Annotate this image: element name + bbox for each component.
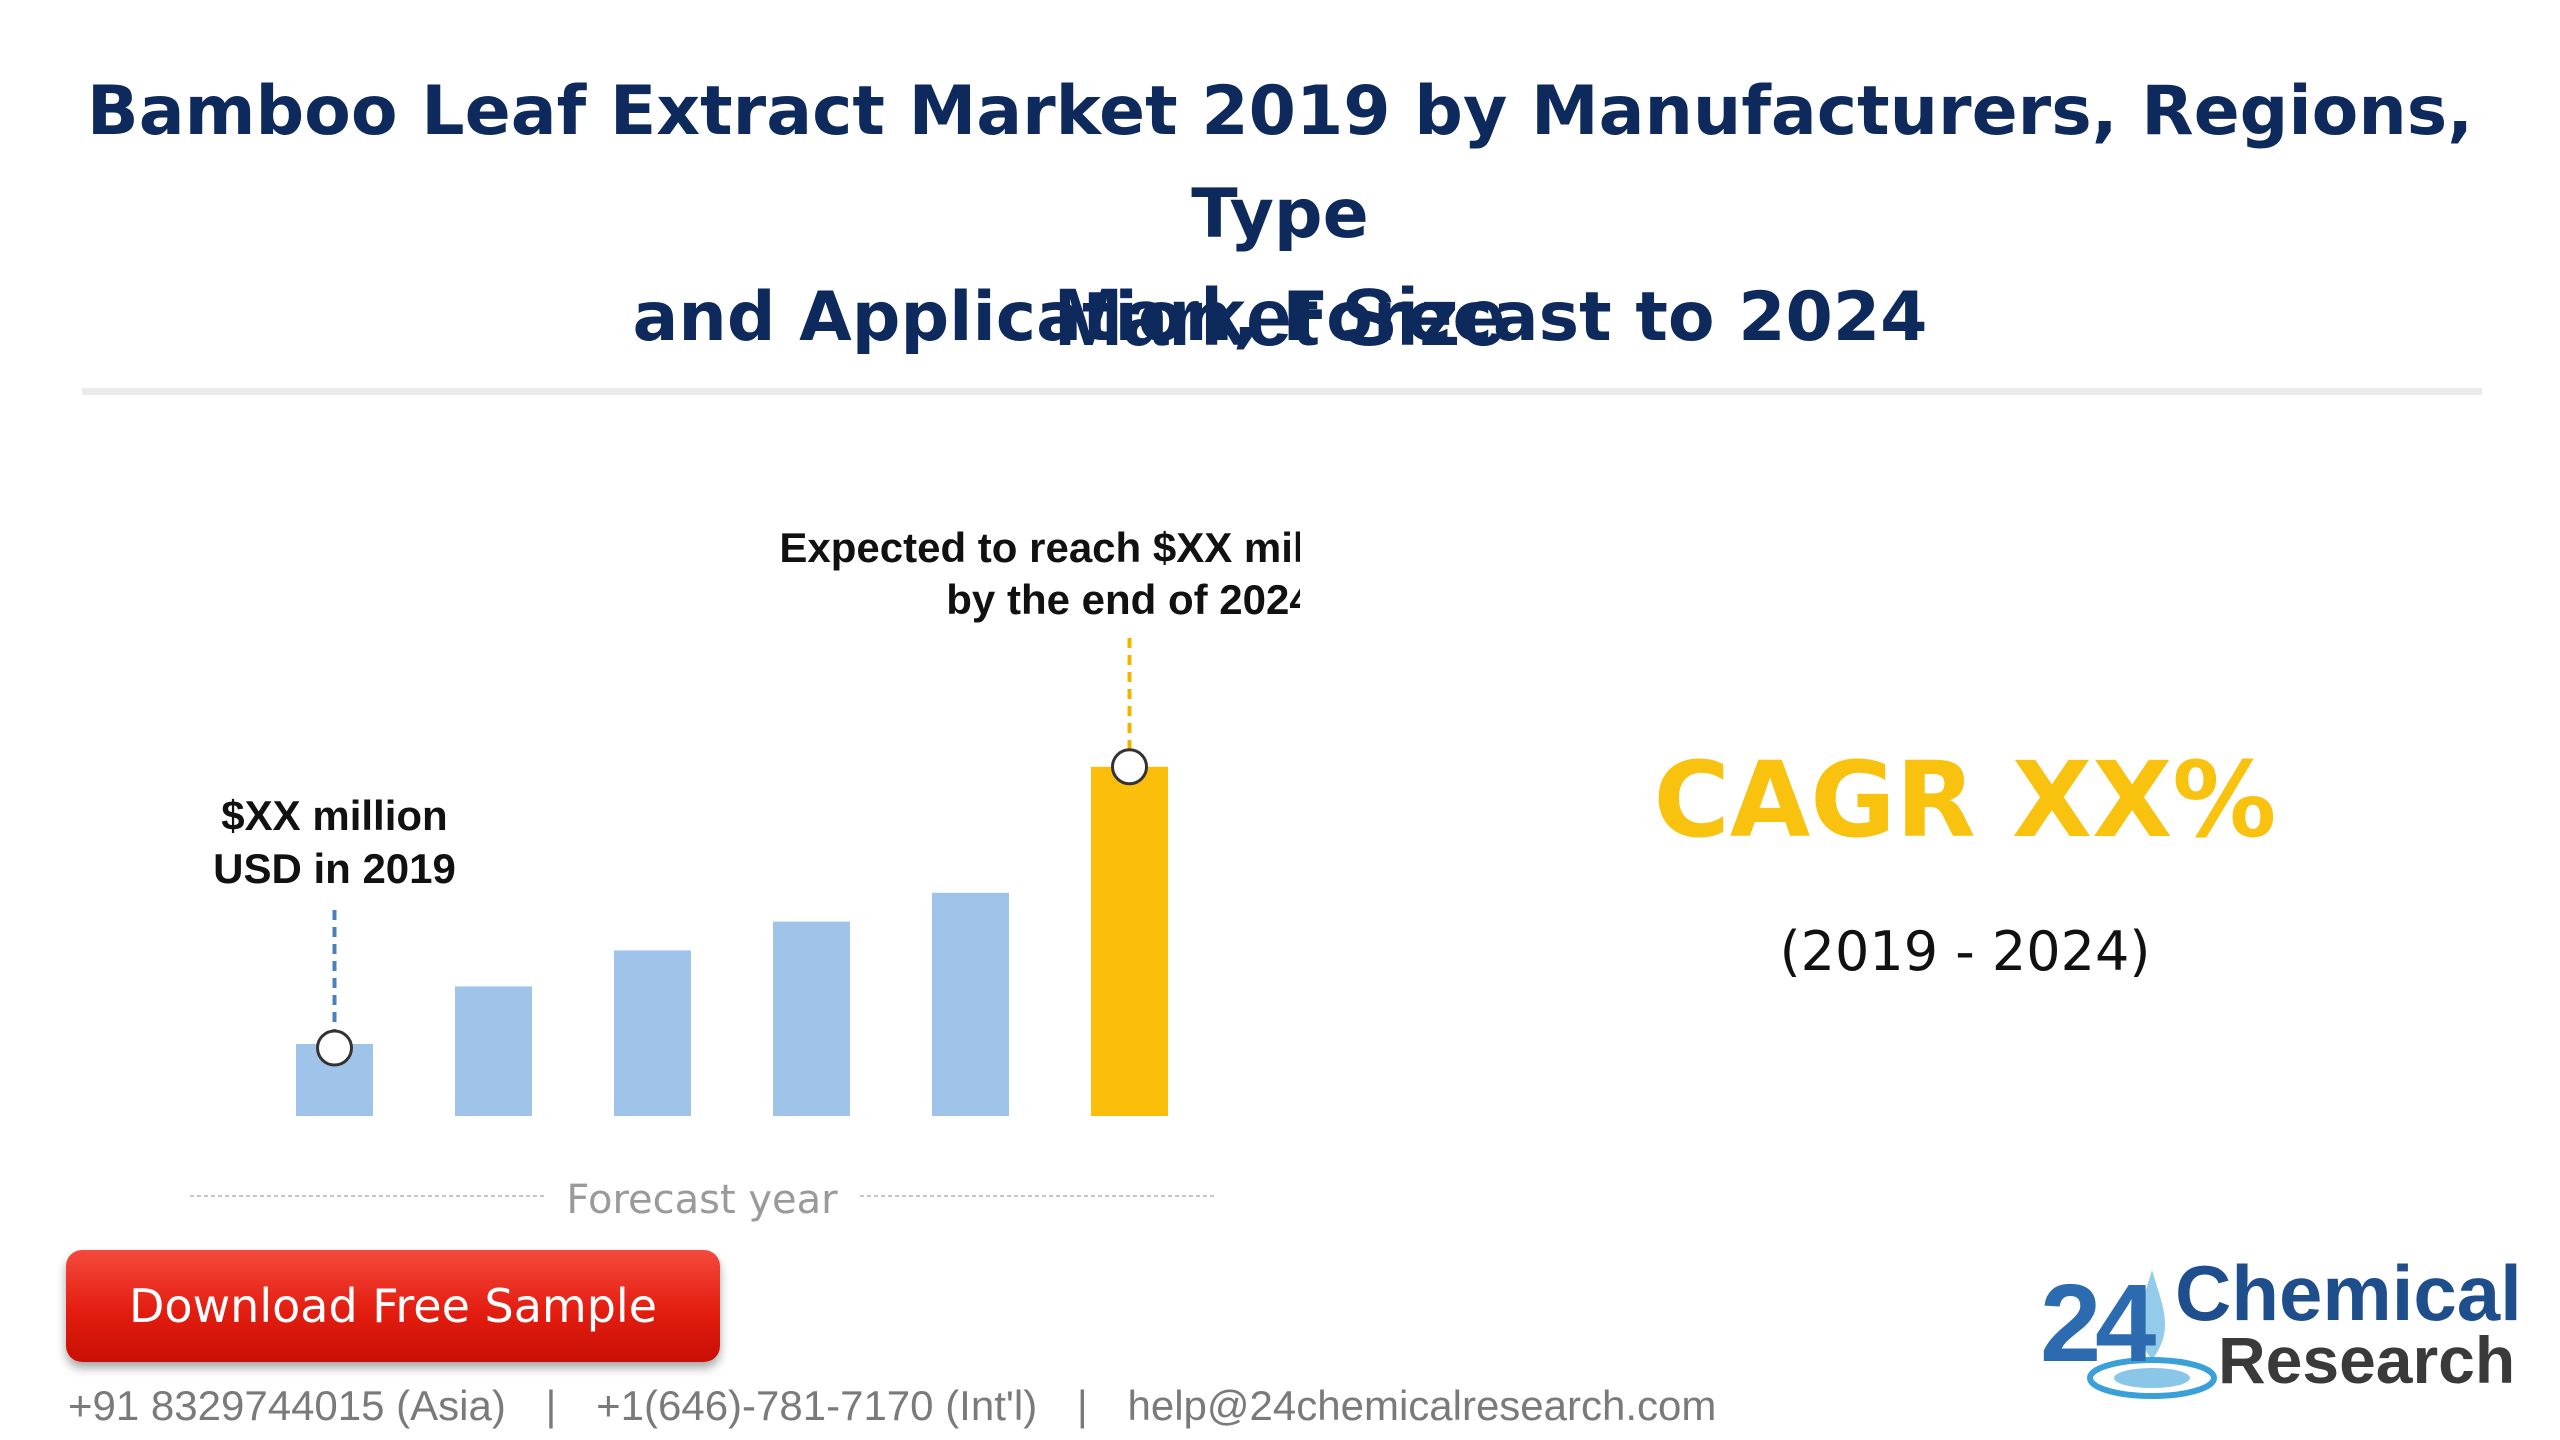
- end-label-line-2: by the end of 2024: [946, 576, 1300, 623]
- logo-word-research: Research: [2218, 1323, 2516, 1397]
- bar: [932, 892, 1009, 1116]
- phone-asia[interactable]: +91 8329744015 (Asia): [68, 1382, 506, 1429]
- title-line-2: and Application, Forecast to 2024: [632, 278, 1928, 357]
- bar: [614, 950, 691, 1116]
- end-marker: [1111, 748, 1148, 786]
- bar: [455, 986, 532, 1116]
- logo-number: 24: [2040, 1262, 2156, 1385]
- start-marker: [316, 1029, 353, 1067]
- page-subtitle: Market Size: [1054, 272, 1506, 363]
- end-label-line-1: Expected to reach $XX million USD: [779, 524, 1300, 571]
- bar: [773, 921, 850, 1116]
- x-axis-label: Forecast year: [566, 1177, 838, 1223]
- separator: |: [1076, 1382, 1088, 1429]
- title-line-1: Bamboo Leaf Extract Market 2019 by Manuf…: [86, 72, 2474, 254]
- logo-word-chemical: Chemical: [2175, 1249, 2522, 1337]
- market-size-chart: $XX million USD in 2019 Expected to reach …: [190, 524, 1300, 1223]
- separator: |: [545, 1382, 557, 1429]
- phone-intl[interactable]: +1(646)-781-7170 (Int'l): [596, 1382, 1038, 1429]
- page-title: Bamboo Leaf Extract Market 2019 by Manuf…: [0, 60, 2560, 369]
- start-label-line-1: $XX million: [221, 792, 447, 839]
- download-sample-button[interactable]: Download Free Sample: [66, 1250, 720, 1362]
- contact-bar: +91 8329744015 (Asia) | +1(646)-781-7170…: [68, 1382, 1716, 1430]
- email-link[interactable]: help@24chemicalresearch.com: [1127, 1382, 1717, 1429]
- start-label-line-2: USD in 2019: [213, 845, 456, 892]
- flask-drop-icon: [2087, 1270, 2217, 1399]
- cagr-value: CAGR XX%: [1653, 739, 2277, 861]
- cagr-period: (2019 - 2024): [1779, 920, 2151, 983]
- header-divider: [82, 388, 2482, 395]
- company-logo: 24 Chemical Research: [2040, 1240, 2522, 1410]
- bar-2024: [1091, 766, 1168, 1116]
